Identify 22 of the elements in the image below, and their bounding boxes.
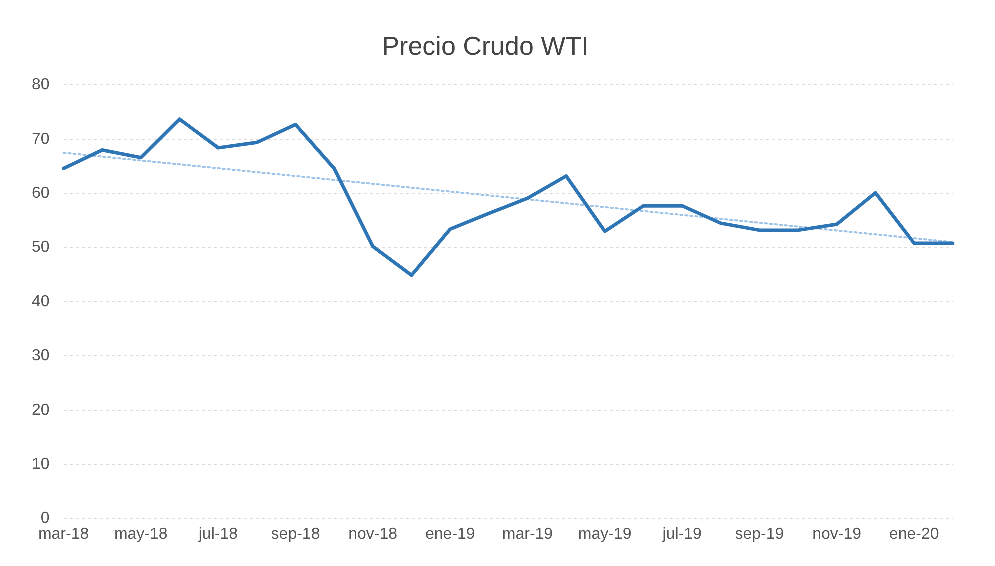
x-tick-label: nov-18 [348,526,398,543]
x-tick-label: sep-18 [271,526,320,543]
y-tick-label: 0 [40,510,50,528]
x-tick-label: sep-19 [735,526,784,543]
x-tick-label: jul-19 [662,526,702,543]
y-tick-label: 80 [32,76,50,94]
x-tick-label: nov-19 [812,526,862,543]
x-tick-label: ene-19 [425,526,476,543]
chart-title: Precio Crudo WTI [382,30,589,61]
y-tick-label: 30 [32,348,50,365]
x-tick-label: ene-20 [889,526,940,543]
y-tick-label: 70 [32,130,50,148]
x-tick-label: mar-19 [502,526,554,543]
y-tick-label: 10 [32,456,50,474]
x-tick-label: may-19 [578,526,632,543]
x-tick-label: mar-18 [38,526,90,543]
y-tick-label: 50 [32,239,50,256]
y-tick-label: 40 [32,293,50,310]
x-tick-label: jul-18 [198,526,238,543]
x-tick-label: may-18 [114,526,168,543]
y-tick-label: 60 [32,185,50,202]
y-tick-label: 20 [32,402,50,419]
